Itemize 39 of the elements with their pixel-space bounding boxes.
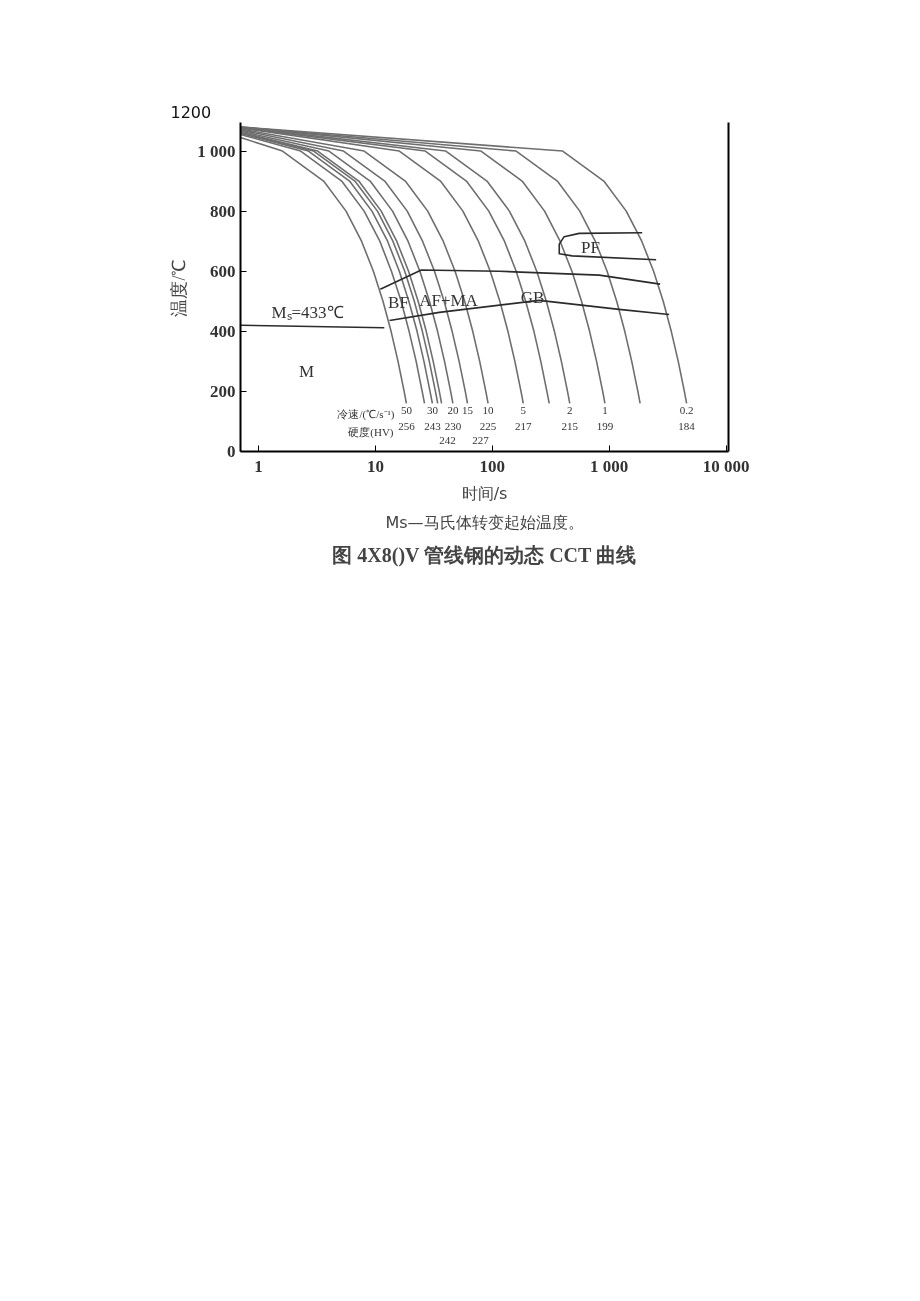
annotation: M (298, 362, 315, 381)
y-tick-label: 800 (210, 201, 236, 221)
x-tick-label: 100 (479, 456, 506, 476)
annotation: 10 (482, 404, 495, 417)
text: 图 4X8()V 管线钢的动态 CCT 曲线 (332, 543, 636, 567)
annotation: Mₛ=433℃ (271, 303, 344, 322)
annotation: 20 (447, 404, 459, 417)
annotation: 1 (602, 404, 608, 417)
text: 1200 (170, 102, 212, 122)
annotation: 225 (479, 420, 497, 433)
annotation: 230 (444, 420, 462, 433)
text: Ms—马氏体转变起始温度。 (385, 512, 584, 532)
y-axis-title: 温度/℃ (169, 258, 190, 317)
annotation: 硬度(HV) (348, 425, 394, 439)
annotation: 242 (439, 434, 456, 446)
y-tick-label: 600 (210, 261, 236, 281)
x-tick-label: 1 000 (590, 456, 629, 476)
annotation: 0.2 (679, 404, 694, 417)
annotation: 256 (398, 420, 416, 433)
x-axis-title: 时间/s (461, 483, 508, 503)
annotation: 199 (596, 420, 614, 433)
annotation: 15 (461, 404, 474, 417)
annotation: 227 (472, 434, 490, 446)
annotation: 217 (515, 420, 533, 433)
annotation: 2 (567, 404, 573, 417)
y-tick-label: 1 000 (197, 141, 236, 161)
x-tick-label: 10 000 (702, 456, 750, 476)
annotation: 5 (520, 404, 527, 417)
annotation: 冷速/(℃/s⁻¹) (337, 407, 395, 421)
y-tick-label: 400 (210, 321, 236, 341)
x-tick-label: 1 (254, 456, 263, 476)
annotation: 50 (400, 404, 413, 417)
annotation: 30 (426, 404, 439, 417)
annotation: 215 (561, 420, 579, 433)
y-tick-label: 200 (210, 381, 236, 401)
y-tick-label: 0 (227, 442, 236, 461)
annotation: 184 (678, 420, 696, 433)
x-tick-label: 10 (366, 456, 384, 476)
annotation: 243 (424, 420, 442, 433)
